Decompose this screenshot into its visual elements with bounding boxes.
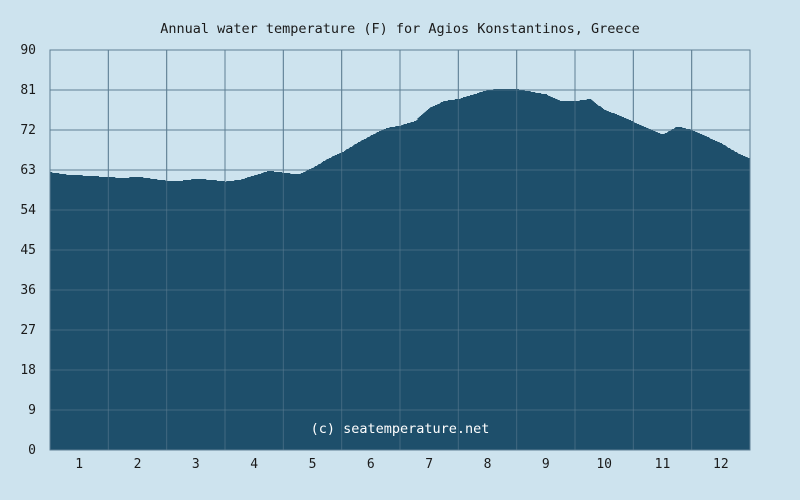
x-tick-label-4: 4 xyxy=(250,457,258,472)
y-tick-label-36: 36 xyxy=(20,283,36,298)
y-tick-label-18: 18 xyxy=(20,363,36,378)
chart-title: Annual water temperature (F) for Agios K… xyxy=(160,21,640,37)
y-tick-label-90: 90 xyxy=(20,43,36,58)
y-tick-label-72: 72 xyxy=(20,123,36,138)
x-tick-label-2: 2 xyxy=(134,457,142,472)
plot-frame xyxy=(49,49,751,451)
y-tick-label-27: 27 xyxy=(20,323,36,338)
y-tick-label-9: 9 xyxy=(28,403,36,418)
x-tick-label-3: 3 xyxy=(192,457,200,472)
x-axis-ticks: 1 2 3 4 5 6 7 8 9 10 11 12 xyxy=(75,457,728,472)
x-tick-label-12: 12 xyxy=(713,457,729,472)
x-tick-label-6: 6 xyxy=(367,457,375,472)
y-tick-label-0: 0 xyxy=(28,443,36,458)
x-tick-label-5: 5 xyxy=(309,457,317,472)
x-tick-label-8: 8 xyxy=(484,457,492,472)
y-tick-label-81: 81 xyxy=(20,83,36,98)
y-tick-label-54: 54 xyxy=(20,203,36,218)
frame-layer xyxy=(49,49,751,451)
x-tick-label-11: 11 xyxy=(655,457,671,472)
watermark: (c) seatemperature.net xyxy=(311,421,490,437)
x-tick-label-10: 10 xyxy=(596,457,612,472)
x-tick-label-9: 9 xyxy=(542,457,550,472)
x-tick-label-1: 1 xyxy=(75,457,83,472)
y-tick-label-45: 45 xyxy=(20,243,36,258)
x-tick-label-7: 7 xyxy=(425,457,433,472)
y-axis-ticks: 0 9 18 27 36 45 54 63 72 81 90 xyxy=(20,43,36,458)
y-tick-label-63: 63 xyxy=(20,163,36,178)
